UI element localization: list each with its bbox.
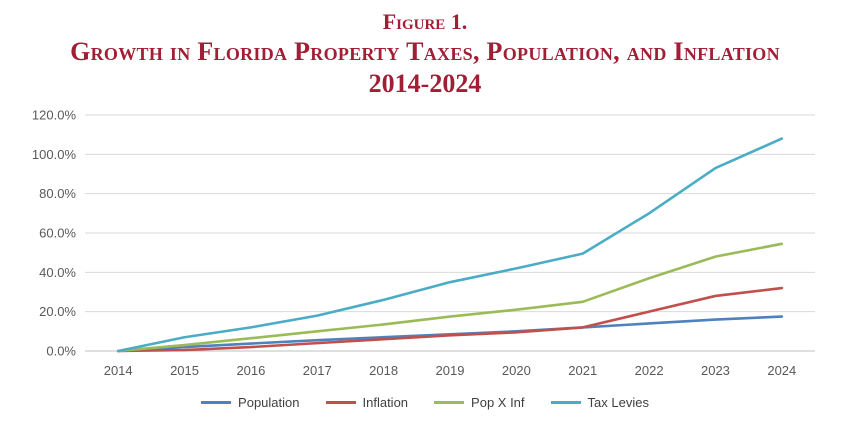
legend-item-population: Population	[201, 394, 300, 410]
y-axis-label: 80.0%	[39, 186, 76, 201]
legend-item-tax-levies: Tax Levies	[550, 394, 649, 410]
x-axis-label: 2016	[236, 363, 265, 378]
y-axis-label: 20.0%	[39, 304, 76, 319]
legend-label: Inflation	[362, 394, 409, 410]
chart-plot-area: 0.0% 20.0% 40.0% 60.0% 80.0% 100.0% 120.0% 2014…	[32, 107, 815, 378]
legend-swatch	[325, 400, 356, 404]
y-axis-label: 100.0%	[32, 146, 77, 161]
series-line-tax-levies	[116, 136, 784, 352]
x-axis-label: 2014	[104, 363, 133, 378]
line-chart: 0.0% 20.0% 40.0% 60.0% 80.0% 100.0% 120.0% 2014…	[0, 101, 850, 391]
y-axis-label: 40.0%	[39, 264, 76, 279]
series-line-inflation	[116, 286, 784, 352]
legend-label: Pop X Inf	[471, 394, 525, 410]
y-axis-label: 120.0%	[32, 107, 77, 122]
legend-item-inflation: Inflation	[325, 394, 409, 410]
x-axis-label: 2022	[635, 363, 664, 378]
legend-swatch	[201, 400, 232, 404]
chart-title: Growth in Florida Property Taxes, Popula…	[70, 36, 780, 66]
y-axis-label: 60.0%	[39, 225, 76, 240]
x-axis-label: 2019	[436, 363, 465, 378]
x-axis-label: 2021	[568, 363, 597, 378]
legend-label: Population	[238, 394, 300, 410]
legend-swatch	[434, 400, 465, 404]
chart-legend: Population Inflation Pop X Inf Tax Levies	[0, 395, 850, 410]
figure-number: Figure 1.	[382, 9, 468, 34]
legend-swatch	[550, 400, 581, 404]
series-line-pop-x-inf	[116, 242, 784, 352]
y-axis-label: 0.0%	[46, 343, 76, 358]
series-line-population	[116, 314, 784, 352]
x-axis-label: 2015	[170, 363, 199, 378]
x-axis-label: 2023	[701, 363, 730, 378]
legend-item-pop-x-inf: Pop X Inf	[434, 394, 525, 410]
chart-title-block: Figure 1. Growth in Florida Property Tax…	[0, 0, 850, 101]
x-axis-label: 2017	[303, 363, 332, 378]
x-axis-label: 2020	[502, 363, 531, 378]
legend-label: Tax Levies	[587, 394, 649, 410]
x-axis-label: 2018	[369, 363, 398, 378]
chart-subtitle-years: 2014-2024	[368, 69, 482, 98]
x-axis-label: 2024	[767, 363, 796, 378]
